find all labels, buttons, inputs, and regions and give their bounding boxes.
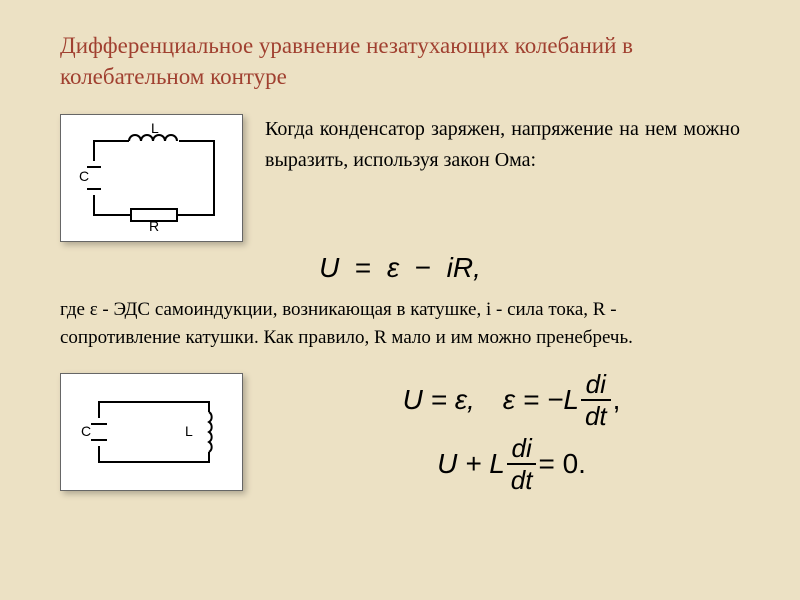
slide-root: Дифференциальное уравнение незатухающих … (0, 0, 800, 600)
circuit1-label-R: R (149, 218, 159, 233)
circuit2-box: C L (60, 373, 243, 491)
equation-2: U = ε, ε = −L di dt , (283, 371, 740, 429)
eq3-num: di (507, 435, 535, 461)
circuit1-label-C: C (79, 168, 89, 184)
row-circuit1-and-text: C L R Когда конденсатор заряжен, напряже… (60, 114, 740, 242)
eq2a: U = ε, (403, 384, 475, 416)
eq2b: ε = −L di dt , (503, 371, 621, 429)
circuit2-label-C: C (81, 423, 91, 439)
circuit1-box: C L R (60, 114, 243, 242)
equation-1: U = ε − iR, (60, 252, 740, 284)
eq2b-prefix: ε = −L (503, 384, 579, 416)
equation-3: U + L di dt = 0. (283, 435, 740, 493)
eq3: U + L di dt = 0. (437, 435, 586, 493)
eq3-prefix: U + L (437, 448, 505, 480)
eq1-eps: ε (387, 252, 399, 283)
row-circuit2-and-eqs: C L U = ε, ε = −L di dt , U + (60, 365, 740, 499)
paragraph-2: где ε - ЭДС самоиндукции, возникающая в … (60, 296, 740, 351)
circuit2-label-L: L (185, 423, 193, 439)
circuit1-label-L: L (151, 123, 159, 136)
eq2b-frac: di dt (581, 371, 611, 429)
eq3-den: dt (507, 467, 537, 493)
eq3-frac: di dt (507, 435, 537, 493)
eq2b-num: di (582, 371, 610, 397)
eq2b-den: dt (581, 403, 611, 429)
eq2b-suffix: , (613, 384, 621, 416)
paragraph-1: Когда конденсатор заряжен, напряжение на… (265, 114, 740, 176)
eq1-iR: iR, (447, 252, 481, 283)
circuit1-svg: C L R (69, 123, 234, 233)
equations-column: U = ε, ε = −L di dt , U + L di (283, 365, 740, 499)
eq1-U: U (319, 252, 339, 283)
circuit2-svg: C L (69, 382, 234, 482)
slide-title: Дифференциальное уравнение незатухающих … (60, 30, 740, 92)
eq3-suffix: = 0. (538, 448, 585, 480)
